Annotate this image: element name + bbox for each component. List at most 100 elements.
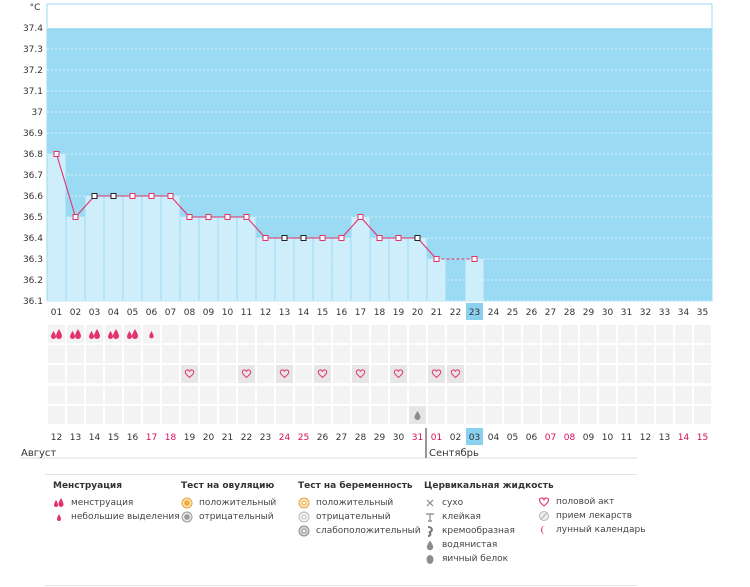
legend-title: Цервикальная жидкость: [424, 481, 554, 491]
today-highlight: [466, 303, 483, 320]
legend-item: отрицательный: [298, 510, 421, 524]
calendar-date-label: 15: [697, 433, 708, 443]
grey-circle-icon: [181, 511, 193, 523]
drop-small-icon: [53, 511, 65, 523]
symptom-cell: [67, 345, 84, 363]
cycle-day-label: 11: [241, 308, 252, 318]
legend-label: яичный белок: [442, 554, 509, 564]
y-tick-label: 36.1: [23, 297, 43, 307]
symptom-cell: [371, 386, 388, 404]
symptom-cell: [143, 386, 160, 404]
symptom-cell: [561, 325, 578, 343]
symptom-cell: [561, 406, 578, 424]
temp-bar: [85, 196, 104, 301]
symptom-cell: [48, 365, 65, 383]
temp-bar: [218, 217, 237, 301]
symptom-cell: [637, 325, 654, 343]
legend-label: отрицательный: [316, 512, 391, 522]
calendar-date-label: 06: [526, 433, 538, 443]
symptom-cell: [694, 406, 711, 424]
symptom-cell: [124, 345, 141, 363]
symptom-cell: [333, 365, 350, 383]
symptom-cell: [200, 345, 217, 363]
symptom-cell: [86, 386, 103, 404]
symptom-cell: [447, 325, 464, 343]
calendar-date-label: 27: [336, 433, 347, 443]
cross-icon: [424, 497, 436, 509]
symptom-cell: [352, 386, 369, 404]
pill-icon: [538, 510, 550, 522]
symptom-cell: [428, 386, 445, 404]
cycle-day-label: 18: [374, 308, 386, 318]
temp-point: [167, 193, 174, 199]
symptom-cell: [466, 365, 483, 383]
heart-icon: [317, 369, 328, 379]
legend-label: лунный календарь: [556, 525, 646, 535]
temp-point: [72, 214, 79, 220]
symptom-cell: [599, 386, 616, 404]
symptom-cell: [143, 345, 160, 363]
symptom-cell: [675, 386, 692, 404]
temp-point: [319, 235, 326, 241]
symptom-cell: [124, 406, 141, 424]
symptom-cell: [637, 345, 654, 363]
calendar-date-label: 22: [241, 433, 252, 443]
y-tick-label: 36.2: [23, 276, 43, 286]
today-date-highlight: [466, 428, 483, 445]
symptom-cell: [86, 406, 103, 424]
temp-point: [338, 235, 345, 241]
heart-cell: [447, 365, 464, 383]
symptom-cell: [599, 345, 616, 363]
heart-icon: [355, 369, 366, 379]
y-tick-label: 36.3: [23, 255, 43, 265]
symptom-cell: [675, 365, 692, 383]
temp-bar: [332, 238, 351, 301]
temp-point: [129, 193, 136, 199]
symptom-cell: [333, 406, 350, 424]
symptom-cell: [694, 386, 711, 404]
calendar-date-label: 17: [146, 433, 157, 443]
calendar-date-label: 30: [393, 433, 405, 443]
symptom-cell: [694, 365, 711, 383]
legend-title: Тест на овуляцию: [181, 481, 275, 491]
symptom-cell: [580, 325, 597, 343]
heart-cell: [390, 365, 407, 383]
symptom-cell: [656, 406, 673, 424]
calendar-date-label: 19: [184, 433, 196, 443]
menstruation-icon: [94, 329, 100, 339]
symptom-cell: [314, 386, 331, 404]
symptom-cell: [390, 386, 407, 404]
symptom-cell: [675, 406, 692, 424]
calendar-date-label: 18: [165, 433, 177, 443]
legend-item: половой акт: [538, 495, 646, 509]
legend-label: небольшие выделения: [71, 512, 180, 522]
symptom-cell: [485, 386, 502, 404]
temp-line-segment: [360, 216, 380, 239]
chart-svg: 37.4 37.3 37.2 37.1 37 36.9 36.8 36.7 36.6 36.5 36…: [20, 3, 713, 459]
symptom-cell: [485, 365, 502, 383]
temp-bar: [123, 196, 142, 301]
calendar-date-label: 07: [545, 433, 556, 443]
symptom-cell: [219, 325, 236, 343]
symptom-cell: [466, 386, 483, 404]
legend-label: сухо: [442, 498, 464, 508]
symptom-cell: [238, 325, 255, 343]
calendar-date-label: 26: [317, 433, 329, 443]
calendar-date-label: 10: [602, 433, 614, 443]
legend-title: Менструация: [53, 481, 122, 491]
legend-item: лунный календарь: [538, 523, 646, 537]
symptom-cell: [105, 406, 122, 424]
y-tick-label: 36.6: [23, 192, 43, 202]
symptom-cell: [523, 345, 540, 363]
symptom-cell: [314, 325, 331, 343]
temp-line-segment: [75, 195, 95, 218]
symptom-cell: [162, 345, 179, 363]
watery-fluid-icon: [414, 411, 421, 420]
cycle-day-label: 31: [621, 308, 632, 318]
legend-label: кремообразная: [442, 526, 515, 536]
symptom-cell: [181, 386, 198, 404]
symptom-cell: [219, 345, 236, 363]
symptom-cell: [409, 345, 426, 363]
symptom-cell: [162, 325, 179, 343]
y-tick-label: 36.7: [23, 171, 43, 181]
